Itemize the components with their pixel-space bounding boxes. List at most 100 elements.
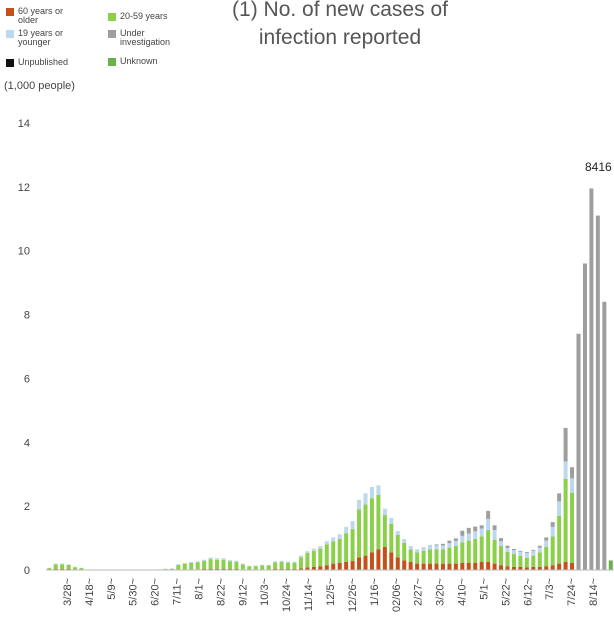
bar-segment bbox=[505, 566, 510, 570]
bar-segment bbox=[492, 530, 497, 540]
bar-segment bbox=[298, 568, 303, 570]
bar-segment bbox=[311, 548, 316, 551]
bar-segment bbox=[47, 568, 52, 570]
bar-segment bbox=[176, 564, 181, 570]
x-tick-label: 3/28~ bbox=[62, 578, 74, 606]
bar-segment bbox=[331, 537, 336, 542]
bar-segment bbox=[518, 550, 523, 552]
bar-segment bbox=[505, 547, 510, 552]
bar-segment bbox=[453, 538, 458, 541]
bar-segment bbox=[363, 555, 368, 570]
bar-segment bbox=[208, 568, 213, 570]
bar-segment bbox=[202, 561, 207, 570]
y-tick-label: 14 bbox=[18, 118, 30, 130]
legend-item-under-investigation: Under investigation bbox=[108, 29, 182, 47]
bar-segment bbox=[511, 550, 516, 555]
bar-segment bbox=[434, 544, 439, 546]
bar-segment bbox=[440, 563, 445, 570]
bar-segment bbox=[460, 530, 465, 536]
legend-item-60-older: 60 years or older bbox=[6, 7, 80, 25]
bar-segment bbox=[473, 526, 478, 532]
bar-segment bbox=[453, 540, 458, 547]
y-axis: 0 2 4 6 8 10 12 14 bbox=[18, 118, 30, 577]
bar-segment bbox=[286, 561, 291, 563]
legend-label: Under investigation bbox=[120, 28, 171, 47]
legend-item-unknown: Unknown bbox=[108, 57, 158, 66]
y-tick-label: 10 bbox=[18, 246, 30, 258]
bar-segment bbox=[369, 498, 374, 553]
bar-segment bbox=[479, 528, 484, 537]
bar-segment bbox=[337, 562, 342, 570]
bar-segment bbox=[440, 549, 445, 564]
y-tick-label: 4 bbox=[24, 437, 30, 449]
bar-segment bbox=[511, 566, 516, 570]
bar-segment bbox=[318, 546, 323, 549]
bar-segment bbox=[499, 538, 504, 542]
bar-segment bbox=[182, 562, 187, 564]
legend-swatch bbox=[6, 30, 14, 38]
bar-segment bbox=[473, 562, 478, 570]
bar-segment bbox=[363, 493, 368, 505]
bar-segment bbox=[195, 561, 200, 563]
bar-segment bbox=[582, 263, 587, 570]
bar-segment bbox=[557, 501, 562, 516]
bar-segment bbox=[440, 545, 445, 550]
bar-segment bbox=[234, 560, 239, 563]
legend-item-19-younger: 19 years or younger bbox=[6, 29, 80, 47]
bar-segment bbox=[402, 542, 407, 561]
bar-segment bbox=[466, 533, 471, 541]
bar-segment bbox=[531, 555, 536, 567]
bar-segment bbox=[518, 566, 523, 570]
bar-segment bbox=[537, 547, 542, 553]
bar-segment bbox=[544, 537, 549, 541]
bar-segment bbox=[518, 551, 523, 556]
x-axis: 3/28~ 4/18~ 5/9~ 5/30~ 6/20~ 7/11~ 8/1~ 8/22~ 9/… bbox=[46, 569, 614, 612]
bar-segment bbox=[570, 467, 575, 479]
bar-segment bbox=[253, 566, 258, 570]
bar-segment bbox=[382, 515, 387, 548]
bar-segment bbox=[492, 525, 497, 531]
x-tick-label: 10/3~ bbox=[259, 578, 271, 606]
bar-segment bbox=[531, 566, 536, 570]
bar-segment bbox=[79, 568, 84, 570]
legend-label: Unpublished bbox=[18, 57, 69, 67]
bar-segment bbox=[73, 567, 78, 570]
bar-segment bbox=[505, 551, 510, 567]
bar-segment bbox=[279, 560, 284, 563]
bar-segment bbox=[408, 562, 413, 570]
bar-segment bbox=[60, 564, 65, 570]
bars-layer bbox=[47, 188, 613, 570]
bar-segment bbox=[344, 562, 349, 570]
bar-segment bbox=[576, 333, 581, 570]
x-tick-label: 7/24~ bbox=[566, 578, 578, 606]
bar-segment bbox=[595, 215, 600, 570]
bar-segment bbox=[447, 547, 452, 564]
bar-segment bbox=[227, 561, 232, 570]
bar-segment bbox=[195, 562, 200, 570]
x-tick-label: 2/27~ bbox=[413, 578, 425, 606]
bar-segment bbox=[292, 562, 297, 570]
bar-segment bbox=[570, 478, 575, 493]
bar-segment bbox=[260, 565, 265, 570]
x-tick-label: 7/11~ bbox=[172, 578, 184, 605]
bar-segment bbox=[511, 554, 516, 567]
bar-segment bbox=[557, 515, 562, 564]
bar-segment bbox=[460, 562, 465, 570]
bar-segment bbox=[440, 543, 445, 546]
bar-segment bbox=[169, 568, 174, 570]
bar-segment bbox=[537, 552, 542, 567]
bar-segment bbox=[376, 494, 381, 550]
bar-segment bbox=[240, 563, 245, 565]
bar-segment bbox=[240, 564, 245, 570]
legend-swatch bbox=[6, 59, 14, 67]
bar-segment bbox=[466, 527, 471, 534]
bar-segment bbox=[544, 547, 549, 567]
bar-segment bbox=[447, 563, 452, 570]
bar-segment bbox=[453, 563, 458, 570]
bar-segment bbox=[369, 486, 374, 499]
bar-segment bbox=[53, 563, 58, 565]
bar-segment bbox=[557, 563, 562, 570]
bar-segment bbox=[453, 546, 458, 564]
bar-segment bbox=[550, 526, 555, 537]
